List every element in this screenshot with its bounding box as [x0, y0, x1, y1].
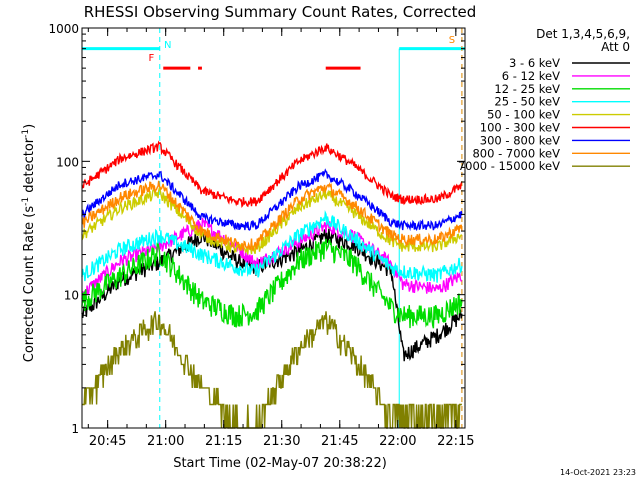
annotation-n: N: [164, 40, 171, 51]
x-tick-label: 21:00: [147, 434, 184, 449]
x-tick-label: 21:45: [321, 434, 358, 449]
legend-label-4: 50 - 100 keV: [487, 108, 560, 122]
plot-lines: NF S: [81, 28, 465, 429]
legend-label-7: 800 - 7000 keV: [472, 146, 560, 160]
annotation-f: F: [149, 53, 155, 64]
plot-border: [81, 27, 466, 429]
series-line-2: [81, 238, 463, 329]
x-axis-label: Start Time (02-May-07 20:38:22): [173, 456, 387, 471]
y-tick-label: 10: [64, 289, 79, 303]
y-axis-label: Corrected Count Rate (s-1 detector-1): [21, 124, 37, 362]
y-axis-label-exponent: -1: [21, 129, 31, 138]
x-tick-label: 22:15: [437, 434, 474, 449]
plot-frame: [81, 27, 466, 429]
legend-label-6: 300 - 800 keV: [480, 133, 560, 147]
legend-header-line2: Att 0: [601, 40, 630, 54]
y-axis: 1 10 100 1000: [48, 22, 465, 436]
series-line-4: [81, 185, 463, 255]
y-axis-label-part: ): [22, 124, 37, 129]
footer-timestamp: 14-Oct-2021 23:23: [560, 468, 636, 477]
x-tick-label: 21:30: [263, 434, 300, 449]
x-axis: 20:45 21:00 21:15 21:30 21:45 22:00 22:15: [87, 28, 475, 449]
series-line-5: [81, 140, 463, 208]
chart-title: RHESSI Observing Summary Count Rates, Co…: [84, 3, 477, 21]
x-tick-label: 22:00: [379, 434, 416, 449]
y-axis-label-part: detector: [22, 137, 37, 197]
y-axis-label-exponent: -1: [21, 197, 31, 206]
legend-header-line1: Det 1,3,4,5,6,9,: [536, 27, 630, 41]
legend-label-2: 12 - 25 keV: [494, 82, 560, 96]
legend-label-8: 7000 - 15000 keV: [458, 159, 560, 173]
y-tick-label: 100: [56, 155, 79, 169]
x-tick-label: 20:45: [89, 434, 126, 449]
y-tick-label: 1000: [48, 22, 79, 36]
series-line-6: [81, 168, 463, 232]
series-line-7: [81, 180, 463, 252]
legend-label-0: 3 - 6 keV: [509, 56, 560, 70]
legend-label-1: 6 - 12 keV: [502, 69, 560, 83]
legend-label-5: 100 - 300 keV: [480, 121, 560, 135]
legend-label-3: 25 - 50 keV: [494, 95, 560, 109]
x-tick-label: 21:15: [205, 434, 242, 449]
annotation-s: S: [449, 35, 455, 46]
series-line-3: [81, 210, 463, 283]
y-tick-label: 1: [71, 422, 79, 436]
series-line-8: [82, 311, 462, 429]
y-axis-label-part: Corrected Count Rate (s: [22, 206, 37, 363]
